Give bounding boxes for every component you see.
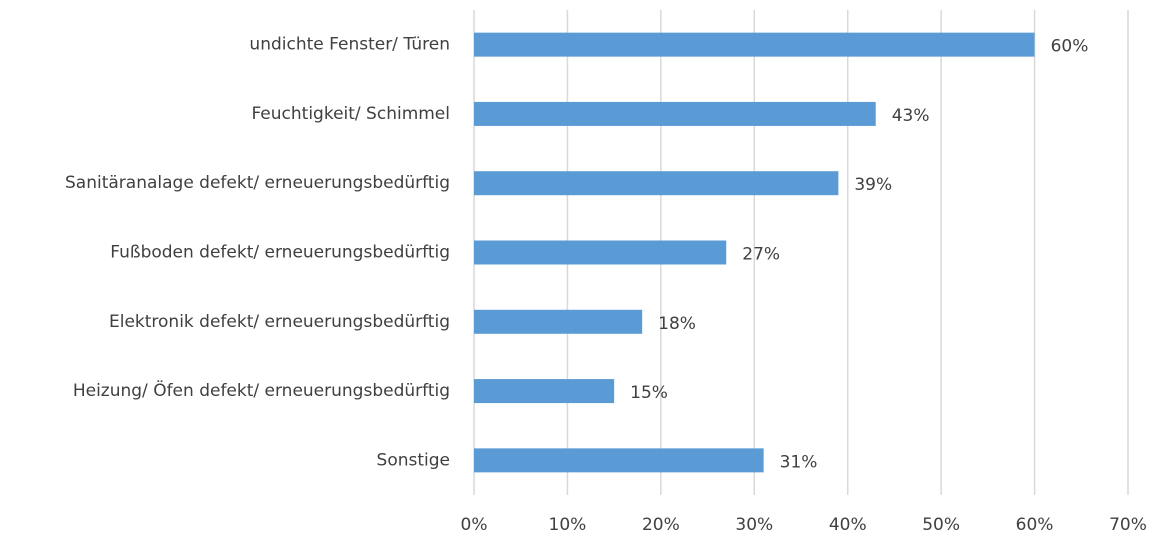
x-tick-label: 10%	[549, 515, 587, 535]
category-label: Sanitäranalage defekt/ erneuerungsbedürf…	[65, 173, 450, 193]
category-label: Elektronik defekt/ erneuerungsbedürftig	[109, 312, 450, 332]
x-tick-label: 40%	[829, 515, 867, 535]
x-tick-label: 30%	[735, 515, 773, 535]
data-label: 27%	[742, 245, 780, 265]
x-tick-label: 20%	[642, 515, 680, 535]
x-tick-label: 50%	[922, 515, 960, 535]
data-label: 39%	[854, 175, 892, 195]
data-label: 18%	[658, 314, 696, 334]
category-label: Feuchtigkeit/ Schimmel	[251, 104, 450, 124]
bar	[474, 32, 1035, 57]
x-tick-label: 70%	[1109, 515, 1147, 535]
data-label: 60%	[1051, 37, 1089, 57]
bar	[474, 171, 839, 196]
x-tick-label: 60%	[1016, 515, 1054, 535]
data-label: 15%	[630, 383, 668, 403]
bar	[474, 379, 615, 404]
category-label: Sonstige	[377, 450, 450, 470]
bar	[474, 309, 643, 334]
category-label: Fußboden defekt/ erneuerungsbedürftig	[110, 243, 450, 263]
x-tick-label: 0%	[461, 515, 488, 535]
bar	[474, 240, 727, 265]
bar	[474, 101, 876, 126]
category-label: undichte Fenster/ Türen	[249, 35, 450, 55]
data-label: 31%	[780, 452, 818, 472]
data-label: 43%	[892, 106, 930, 126]
bar	[474, 448, 764, 473]
category-label: Heizung/ Öfen defekt/ erneuerungsbedürft…	[73, 379, 450, 401]
